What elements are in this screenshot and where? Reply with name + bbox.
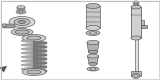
Bar <box>134 3 138 7</box>
Ellipse shape <box>132 74 140 78</box>
Ellipse shape <box>87 40 99 45</box>
Ellipse shape <box>86 4 100 8</box>
Ellipse shape <box>134 75 138 77</box>
Bar <box>3 24 15 28</box>
Ellipse shape <box>131 36 141 40</box>
Bar <box>135 38 137 72</box>
Bar <box>131 7 141 38</box>
Ellipse shape <box>86 30 100 36</box>
Bar <box>131 71 141 76</box>
Ellipse shape <box>16 10 26 14</box>
Bar <box>141 20 144 25</box>
Ellipse shape <box>89 62 97 66</box>
Ellipse shape <box>133 1 139 5</box>
Ellipse shape <box>89 32 96 34</box>
Ellipse shape <box>9 16 35 28</box>
Ellipse shape <box>88 50 97 54</box>
Polygon shape <box>87 42 99 52</box>
Ellipse shape <box>11 28 33 36</box>
Ellipse shape <box>19 11 23 13</box>
Ellipse shape <box>22 34 46 42</box>
Ellipse shape <box>131 5 141 9</box>
Ellipse shape <box>27 70 41 74</box>
Bar <box>86 6 100 28</box>
Ellipse shape <box>86 26 100 30</box>
Polygon shape <box>88 56 99 64</box>
Bar <box>141 25 147 28</box>
Ellipse shape <box>27 36 41 40</box>
Bar <box>17 7 25 10</box>
Ellipse shape <box>87 67 99 71</box>
Ellipse shape <box>19 20 25 24</box>
Ellipse shape <box>17 6 25 8</box>
Bar <box>2 24 6 27</box>
Ellipse shape <box>15 30 29 34</box>
Ellipse shape <box>14 18 30 26</box>
Ellipse shape <box>22 68 46 76</box>
Ellipse shape <box>135 2 137 4</box>
Ellipse shape <box>88 54 99 58</box>
Ellipse shape <box>90 68 96 70</box>
